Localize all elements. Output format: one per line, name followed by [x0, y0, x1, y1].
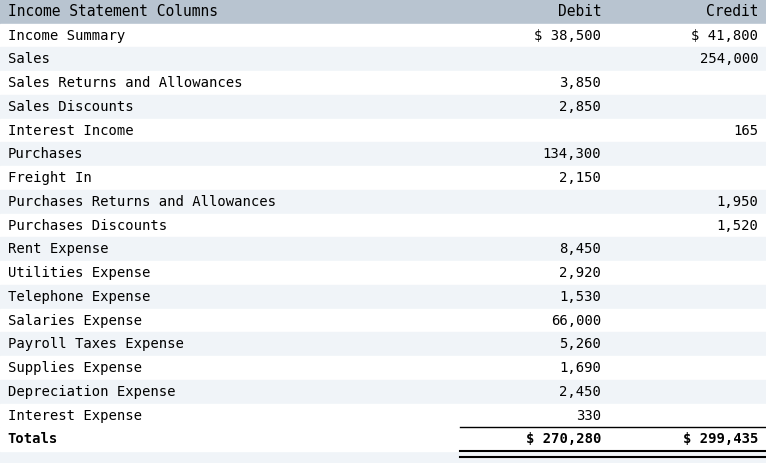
Text: Supplies Expense: Supplies Expense — [8, 361, 142, 375]
Text: $ 41,800: $ 41,800 — [692, 29, 758, 43]
Text: Rent Expense: Rent Expense — [8, 242, 108, 257]
Text: $ 299,435: $ 299,435 — [683, 432, 758, 446]
Text: 1,690: 1,690 — [559, 361, 601, 375]
Text: 134,300: 134,300 — [542, 147, 601, 161]
Text: 2,450: 2,450 — [559, 385, 601, 399]
Text: Sales Discounts: Sales Discounts — [8, 100, 133, 114]
Text: 3,850: 3,850 — [559, 76, 601, 90]
Bar — [0, 309, 766, 332]
Bar — [0, 190, 766, 214]
Bar — [0, 143, 766, 166]
Text: Sales: Sales — [8, 52, 50, 66]
Text: Freight In: Freight In — [8, 171, 91, 185]
Bar — [0, 285, 766, 309]
Bar — [0, 0, 766, 24]
Text: Interest Income: Interest Income — [8, 124, 133, 138]
Text: Income Summary: Income Summary — [8, 29, 125, 43]
Text: 165: 165 — [733, 124, 758, 138]
Text: Totals: Totals — [8, 432, 58, 446]
Text: Depreciation Expense: Depreciation Expense — [8, 385, 175, 399]
Text: 1,530: 1,530 — [559, 290, 601, 304]
Text: Telephone Expense: Telephone Expense — [8, 290, 150, 304]
Bar — [0, 238, 766, 261]
Text: $ 270,280: $ 270,280 — [526, 432, 601, 446]
Text: 1,950: 1,950 — [716, 195, 758, 209]
Text: Sales Returns and Allowances: Sales Returns and Allowances — [8, 76, 242, 90]
Text: Debit: Debit — [558, 4, 601, 19]
Bar — [0, 48, 766, 71]
Bar — [0, 427, 766, 451]
Text: 8,450: 8,450 — [559, 242, 601, 257]
Bar — [0, 119, 766, 143]
Text: Income Statement Columns: Income Statement Columns — [8, 4, 218, 19]
Text: 330: 330 — [576, 408, 601, 423]
Text: Purchases: Purchases — [8, 147, 83, 161]
Bar — [0, 24, 766, 48]
Bar — [0, 404, 766, 427]
Text: 254,000: 254,000 — [699, 52, 758, 66]
Text: 1,520: 1,520 — [716, 219, 758, 232]
Text: Credit: Credit — [705, 4, 758, 19]
Text: 2,850: 2,850 — [559, 100, 601, 114]
Bar — [0, 214, 766, 238]
Bar — [0, 95, 766, 119]
Text: Purchases Discounts: Purchases Discounts — [8, 219, 167, 232]
Bar — [0, 332, 766, 356]
Text: Purchases Returns and Allowances: Purchases Returns and Allowances — [8, 195, 276, 209]
Text: Payroll Taxes Expense: Payroll Taxes Expense — [8, 337, 184, 351]
Text: Salaries Expense: Salaries Expense — [8, 313, 142, 327]
Bar — [0, 380, 766, 404]
Bar — [0, 261, 766, 285]
Bar — [0, 356, 766, 380]
Text: Interest Expense: Interest Expense — [8, 408, 142, 423]
Bar — [0, 71, 766, 95]
Text: Utilities Expense: Utilities Expense — [8, 266, 150, 280]
Text: 2,920: 2,920 — [559, 266, 601, 280]
Text: 5,260: 5,260 — [559, 337, 601, 351]
Text: 66,000: 66,000 — [551, 313, 601, 327]
Bar — [0, 166, 766, 190]
Text: $ 38,500: $ 38,500 — [535, 29, 601, 43]
Text: 2,150: 2,150 — [559, 171, 601, 185]
